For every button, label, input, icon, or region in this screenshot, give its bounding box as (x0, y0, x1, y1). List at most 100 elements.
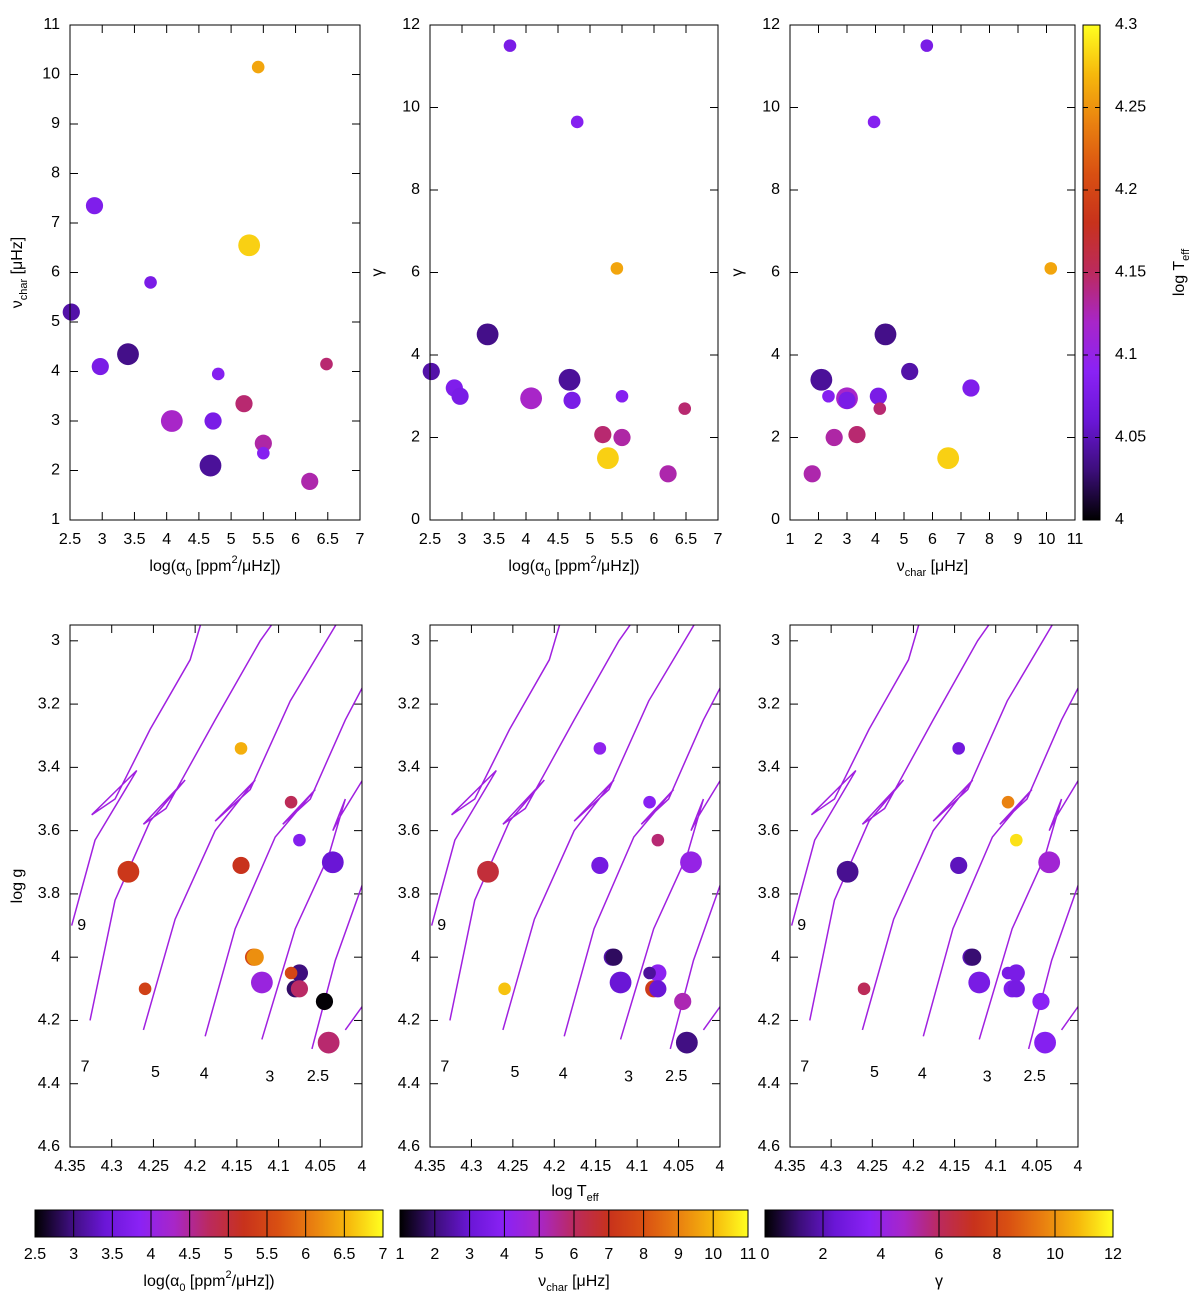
point (659, 465, 677, 483)
x-axis-title: log(α0 [ppm2/μHz]) (508, 554, 639, 579)
point (117, 860, 140, 883)
colorbar-tick-label: 3 (465, 1246, 474, 1263)
y-tick-label: 3.2 (38, 695, 60, 712)
label-part: log(α (143, 1273, 179, 1290)
x-tick-label: 5 (227, 531, 236, 548)
point (257, 446, 270, 460)
x-tick-label: 7 (356, 531, 365, 548)
label-part: /μHz]) (232, 1273, 275, 1290)
point (117, 343, 139, 366)
x-tick-label: 4.2 (543, 1158, 565, 1175)
y-tick-label: 4.4 (758, 1075, 780, 1092)
x-axis-title: νchar [μHz] (897, 558, 969, 579)
label-part: eff (1180, 248, 1192, 261)
point (62, 303, 80, 321)
label-part: /μHz]) (597, 558, 640, 575)
point (91, 357, 109, 376)
colorbar-tick-label: 5 (535, 1246, 544, 1263)
point (651, 833, 665, 847)
point (591, 856, 609, 875)
point (1032, 992, 1050, 1011)
track (978, 779, 1078, 1040)
colorbar-tick-label: 2 (430, 1246, 439, 1263)
x-tick-label: 1 (786, 531, 795, 548)
colorbar-tick-label: 4.05 (1115, 429, 1146, 446)
y-tick-label: 2 (411, 429, 420, 446)
y-tick-label: 12 (402, 16, 420, 33)
y-tick-label: 0 (411, 511, 420, 528)
point (503, 39, 517, 52)
colorbar-tick-label: 4 (500, 1246, 509, 1263)
colorbar-tick-label: 7 (379, 1246, 388, 1263)
point (678, 402, 692, 415)
y-tick-label: 4.2 (38, 1012, 60, 1029)
track (142, 625, 337, 1031)
x-tick-label: 3.5 (483, 531, 505, 548)
y-tick-label: 3.4 (758, 759, 780, 776)
point (246, 948, 264, 966)
x-tick-label: 8 (985, 531, 994, 548)
point (920, 39, 934, 52)
y-axis-title: γ (729, 269, 746, 277)
x-tick-label: 4.1 (985, 1158, 1007, 1175)
colorbar-frame (764, 1209, 1114, 1238)
x-tick-label: 6 (650, 531, 659, 548)
y-tick-label: 4 (771, 948, 780, 965)
point (301, 472, 319, 490)
label-part: [ppm (191, 558, 231, 575)
point (477, 860, 499, 883)
point (422, 362, 440, 381)
colorbar-tick-label: 6 (935, 1246, 944, 1263)
point (937, 447, 960, 470)
track-label: 5 (510, 1064, 519, 1081)
label-part: 2 (225, 1269, 231, 1281)
y-tick-label: 8 (411, 181, 420, 198)
point (968, 971, 991, 994)
y-tick-label: 6 (771, 264, 780, 281)
colorbar-tick-label: 6 (570, 1246, 579, 1263)
point (649, 980, 667, 998)
x-tick-label: 4.05 (305, 1158, 336, 1175)
label-part: ν (897, 558, 905, 575)
point (563, 391, 581, 409)
x-tick-label: 4.05 (1021, 1158, 1052, 1175)
track (204, 686, 362, 1037)
point (238, 234, 261, 257)
point (643, 966, 656, 980)
track-label: 4 (918, 1065, 927, 1082)
colorbar-tick-label: 5 (224, 1246, 233, 1263)
point (570, 115, 584, 129)
y-tick-label: 3.2 (758, 695, 780, 712)
point (251, 60, 265, 74)
point (284, 966, 298, 980)
point (520, 387, 543, 410)
point (1044, 262, 1058, 275)
label-part: [ppm (185, 1273, 225, 1290)
colorbar-tick-label: 4 (147, 1246, 156, 1263)
track-label: 2.5 (1024, 1068, 1046, 1085)
y-tick-label: 6 (411, 264, 420, 281)
track (502, 625, 695, 1031)
y-tick-label: 10 (402, 99, 420, 116)
y-tick-label: 7 (51, 214, 60, 231)
label-part: 0 (179, 1282, 185, 1294)
x-tick-label: 4.05 (663, 1158, 694, 1175)
colorbar-tick-label: 4.25 (1115, 99, 1146, 116)
x-tick-label: 6.5 (675, 531, 697, 548)
y-tick-label: 4.6 (38, 1138, 60, 1155)
colorbar-tick-label: 1 (396, 1246, 405, 1263)
label-part: log(α (508, 558, 544, 575)
point (901, 362, 919, 381)
point (160, 410, 183, 432)
x-tick-label: 4.25 (857, 1158, 888, 1175)
x-tick-label: 2.5 (419, 531, 441, 548)
colorbar-tick-label: 5.5 (256, 1246, 278, 1263)
y-tick-label: 10 (42, 66, 60, 83)
x-tick-label: 4.15 (221, 1158, 252, 1175)
x-tick-label: 4.25 (138, 1158, 169, 1175)
point (674, 992, 692, 1011)
colorbar-tick-label: 10 (704, 1246, 722, 1263)
colorbar-title: νchar [μHz] (538, 1273, 610, 1294)
colorbar-tick-label: 2.5 (24, 1246, 46, 1263)
